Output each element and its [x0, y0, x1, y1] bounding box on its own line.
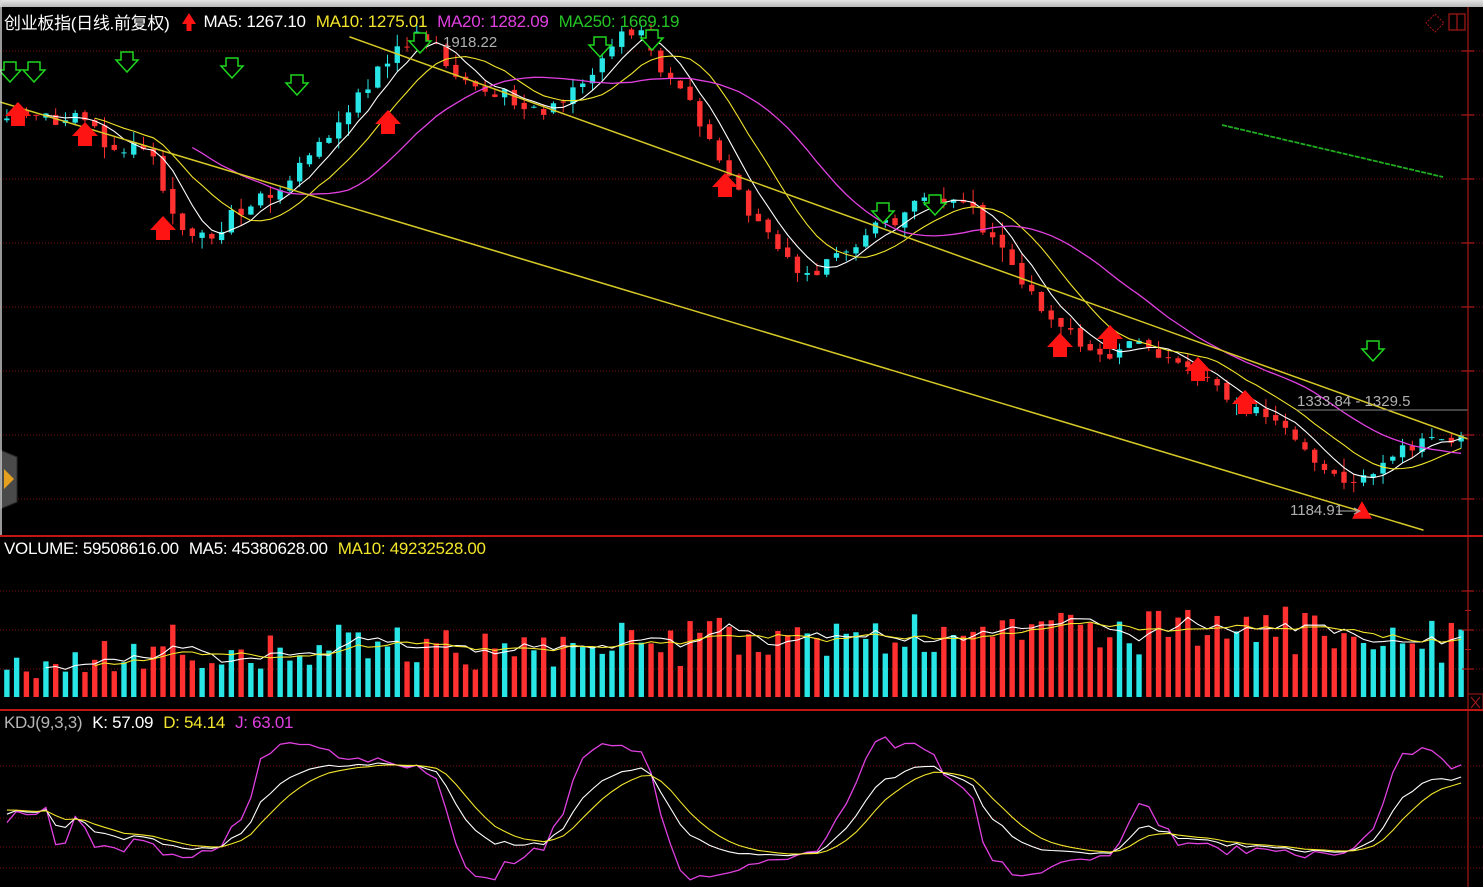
svg-text:1333.84 - 1329.5: 1333.84 - 1329.5 — [1297, 393, 1410, 410]
svg-text:1918.22: 1918.22 — [443, 34, 497, 51]
svg-text:1184.91: 1184.91 — [1290, 502, 1343, 519]
